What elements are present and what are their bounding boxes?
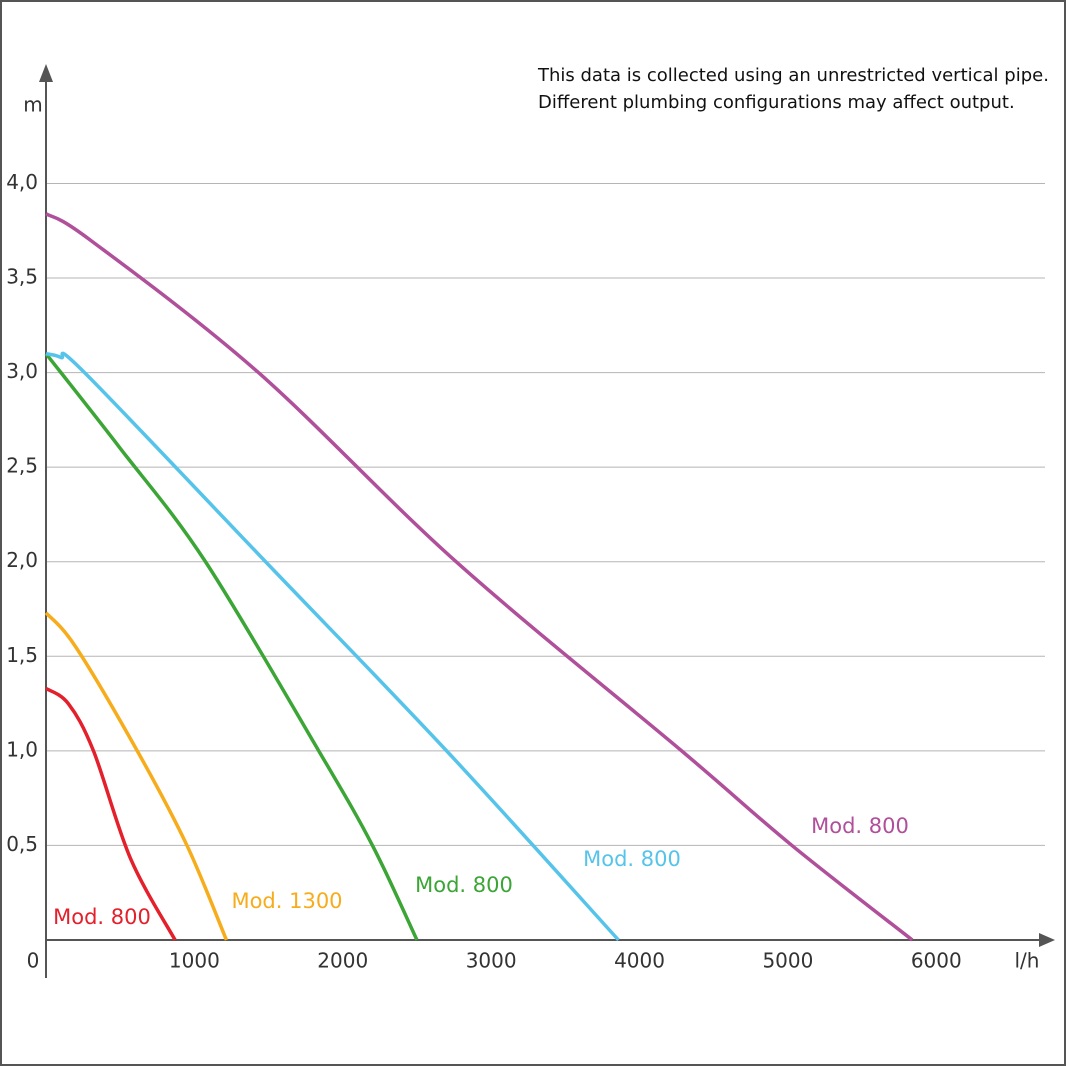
y-tick-label: 0,5 <box>6 832 38 856</box>
series-label: Mod. 1300 <box>231 889 342 913</box>
y-tick-label: 3,0 <box>6 359 38 383</box>
y-tick-label: 1,0 <box>6 737 38 761</box>
series-label: Mod. 800 <box>53 905 151 929</box>
line <box>45 686 177 941</box>
x-axis-label: l/h <box>1015 949 1040 973</box>
x-tick-label: 5000 <box>762 949 813 973</box>
y-tick-label: 1,5 <box>6 643 38 667</box>
x-tick-label: 4000 <box>614 949 665 973</box>
x-tick-label: 0 <box>27 949 40 973</box>
x-tick-label: 1000 <box>169 949 220 973</box>
x-tick-label: 2000 <box>317 949 368 973</box>
x-tick-label: 3000 <box>466 949 517 973</box>
series-label: Mod. 800 <box>811 814 909 838</box>
series-label: Mod. 800 <box>583 847 681 871</box>
line <box>45 212 914 942</box>
y-axis-arrow <box>39 64 53 82</box>
y-tick-label: 2,0 <box>6 548 38 572</box>
annotation: Different plumbing configurations may af… <box>538 92 1015 113</box>
y-tick-label: 4,0 <box>6 170 38 194</box>
annotation: This data is collected using an unrestri… <box>537 65 1049 86</box>
line <box>45 351 620 942</box>
line <box>44 611 229 941</box>
x-tick-label: 6000 <box>911 949 962 973</box>
series-label: Mod. 800 <box>415 873 513 897</box>
line <box>44 352 419 941</box>
y-tick-label: 3,5 <box>6 265 38 289</box>
y-tick-label: 2,5 <box>6 454 38 478</box>
y-axis-label: m <box>23 93 42 117</box>
x-axis-arrow <box>1039 933 1055 947</box>
